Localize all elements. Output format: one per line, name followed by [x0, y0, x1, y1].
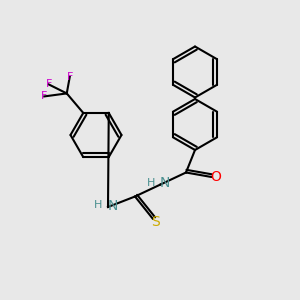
Text: N: N: [160, 176, 170, 190]
Text: H: H: [94, 200, 103, 211]
Text: H: H: [147, 178, 155, 188]
Text: O: O: [211, 170, 221, 184]
Text: N: N: [107, 199, 118, 212]
Text: S: S: [152, 215, 160, 229]
Text: F: F: [46, 80, 52, 89]
Text: F: F: [67, 72, 73, 82]
Text: F: F: [41, 92, 47, 101]
